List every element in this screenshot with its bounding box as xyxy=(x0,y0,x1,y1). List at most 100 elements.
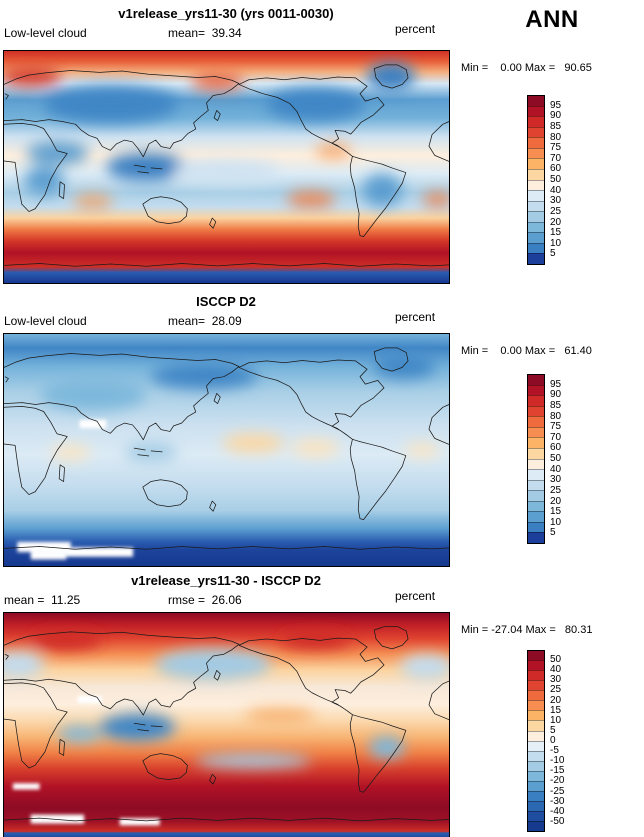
minmax-stats: Min = -27.04 Max = 80.31 xyxy=(461,624,593,636)
colorbar-tick-label: 20 xyxy=(550,216,562,228)
map-canvas-difference xyxy=(4,613,449,837)
panel-title: v1release_yrs11-30 - ISCCP D2 xyxy=(131,573,321,588)
units-label: percent xyxy=(395,310,436,324)
colorbar-segment xyxy=(528,750,544,761)
missing-data-patches xyxy=(12,695,160,826)
colorbar-tick-label: -15 xyxy=(550,765,565,777)
colorbar-segment xyxy=(528,700,544,711)
colorbar-segment xyxy=(528,384,544,396)
colorbar-tick-label: 40 xyxy=(550,463,562,475)
colorbar-bar xyxy=(527,95,545,265)
colorbar-tick-label: 80 xyxy=(550,131,562,143)
colorbar-segment xyxy=(528,200,544,212)
colorbar-segment xyxy=(528,469,544,480)
colorbar-segment xyxy=(528,651,544,661)
colorbar-segment xyxy=(528,811,544,822)
colorbar-segment xyxy=(528,670,544,681)
colorbar-tick-label: 95 xyxy=(550,99,562,111)
colorbar-segment xyxy=(528,437,544,448)
colorbar-tick-label: 85 xyxy=(550,120,562,132)
colorbar-segment xyxy=(528,532,544,543)
colorbar-tick-label: 60 xyxy=(550,163,562,175)
colorbar-tick-label: 10 xyxy=(550,714,562,726)
colorbar-segment xyxy=(528,168,544,180)
colorbar-tick-labels: 50 40 30 25 20 15 10 5 0 -5 -10 -15 -20 -25 -30 -40 -50 xyxy=(550,650,580,832)
colorbar-tick-labels: 95 90 85 80 75 70 60 50 40 30 25 20 15 10 5 xyxy=(550,95,580,265)
colorbar-segment xyxy=(528,221,544,233)
colorbar-tick-label: 15 xyxy=(550,704,562,716)
units-label: percent xyxy=(395,589,436,603)
colorbar-tick-label: 60 xyxy=(550,442,562,454)
colorbar-tick-label: 5 xyxy=(550,724,556,736)
mean-stat: mean = 11.25 xyxy=(4,593,81,607)
colorbar-tick-label: 50 xyxy=(550,453,562,464)
colorbar-segment xyxy=(528,821,544,832)
colorbar-segment xyxy=(528,96,544,106)
colorbar: 50 40 30 25 20 15 10 5 0 -5 -10 -15 -20 -25 -30 -40 -50 xyxy=(527,650,580,832)
map-canvas-observations xyxy=(4,334,449,566)
field-anomaly-blobs xyxy=(4,630,449,769)
colorbar-tick-label: 5 xyxy=(550,527,556,539)
colorbar-segment xyxy=(528,690,544,701)
field-anomaly-blobs xyxy=(4,62,449,209)
colorbar-segment xyxy=(528,790,544,801)
colorbar-segment xyxy=(528,395,544,406)
colorbar-tick-label: 70 xyxy=(550,152,562,164)
variable-label: Low-level cloud xyxy=(4,26,87,40)
colorbar-tick-label: -5 xyxy=(550,745,559,757)
colorbar-segment xyxy=(528,720,544,731)
variable-label: Low-level cloud xyxy=(4,314,87,328)
colorbar-bar xyxy=(527,374,545,544)
colorbar-segment xyxy=(528,458,544,470)
colorbar-segment xyxy=(528,660,544,671)
colorbar-tick-label: 25 xyxy=(550,205,562,217)
colorbar-segment xyxy=(528,740,544,751)
colorbar-tick-label: -10 xyxy=(550,755,565,767)
colorbar-segment xyxy=(528,770,544,781)
colorbar: 95 90 85 80 75 70 60 50 40 30 25 20 15 10 5 xyxy=(527,95,580,265)
colorbar-tick-label: 40 xyxy=(550,664,562,676)
colorbar-segment xyxy=(528,511,544,522)
colorbar-segment xyxy=(528,190,544,201)
colorbar-tick-label: -40 xyxy=(550,805,565,817)
colorbar-tick-label: 50 xyxy=(550,174,562,185)
world-map-difference xyxy=(3,612,450,837)
colorbar-segment xyxy=(528,426,544,438)
colorbar-tick-label: 10 xyxy=(550,516,562,528)
colorbar-segment xyxy=(528,253,544,264)
colorbar-segment xyxy=(528,416,544,427)
season-label: ANN xyxy=(525,6,579,33)
panel-header-row: Low-level cloud mean= 28.09 percent xyxy=(0,310,452,330)
colorbar-segment xyxy=(528,375,544,385)
panel-difference: v1release_yrs11-30 - ISCCP D2 mean = 11.… xyxy=(0,567,644,837)
colorbar-tick-label: -50 xyxy=(550,815,565,827)
colorbar-tick-label: 75 xyxy=(550,142,562,154)
colorbar-segment xyxy=(528,760,544,771)
colorbar-tick-label: 40 xyxy=(550,184,562,196)
colorbar-tick-label: 25 xyxy=(550,484,562,496)
colorbar-segment xyxy=(528,730,544,741)
colorbar-tick-label: 20 xyxy=(550,694,562,706)
world-map-observations xyxy=(3,333,450,567)
colorbar-segment xyxy=(528,147,544,159)
colorbar-segment xyxy=(528,800,544,811)
colorbar-tick-label: 90 xyxy=(550,389,562,401)
rmse-stat: rmse = 26.06 xyxy=(168,593,242,607)
colorbar-tick-label: 50 xyxy=(550,654,562,666)
colorbar-segment xyxy=(528,490,544,501)
colorbar-tick-label: 20 xyxy=(550,495,562,507)
panel-model: v1release_yrs11-30 (yrs 0011-0030) Low-l… xyxy=(0,0,644,288)
colorbar-tick-labels: 95 90 85 80 75 70 60 50 40 30 25 20 15 10 5 xyxy=(550,374,580,544)
colorbar-tick-label: 25 xyxy=(550,684,562,696)
colorbar-segment xyxy=(528,179,544,191)
panel-title: v1release_yrs11-30 (yrs 0011-0030) xyxy=(118,6,334,21)
minmax-stats: Min = 0.00 Max = 61.40 xyxy=(461,345,592,357)
colorbar-segment xyxy=(528,680,544,691)
colorbar-bar xyxy=(527,650,545,832)
colorbar-tick-label: 10 xyxy=(550,237,562,249)
colorbar-segment xyxy=(528,521,544,533)
colorbar-tick-label: 30 xyxy=(550,195,562,207)
colorbar-tick-label: 70 xyxy=(550,431,562,443)
units-label: percent xyxy=(395,22,436,36)
